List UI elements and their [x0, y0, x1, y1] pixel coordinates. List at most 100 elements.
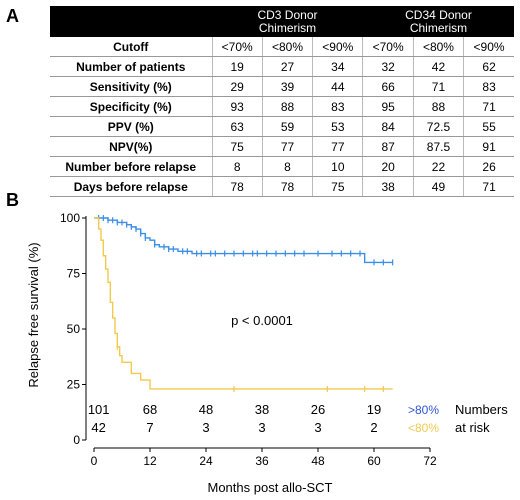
risk-count: 42 — [91, 420, 105, 435]
table-cell: 71 — [463, 176, 514, 197]
table-cell: 62 — [463, 56, 514, 77]
table-cell: 44 — [312, 76, 364, 97]
table-row: PPV (%) 63 59 53 84 72.5 55 — [50, 116, 514, 137]
table-cell: 77 — [262, 136, 314, 157]
table-cell: 8 — [262, 156, 314, 177]
group-header-cd3-line1: CD3 Donor — [257, 7, 318, 22]
chart-curves — [94, 215, 394, 392]
x-tick-label: 12 — [143, 454, 157, 468]
risk-count: 26 — [311, 402, 325, 417]
x-tick-label: 60 — [367, 454, 381, 468]
table-cell: 87 — [362, 136, 414, 157]
table-cell: 29 — [212, 76, 263, 97]
row-label: Specificity (%) — [50, 96, 213, 117]
table-cell: 78 — [212, 176, 263, 197]
group-header-cd34: CD34 Donor Chimerism — [362, 6, 514, 37]
risk-count: 38 — [255, 402, 269, 417]
table-row: Number of patients 19 27 34 32 42 62 — [50, 56, 514, 77]
table-cell: 71 — [463, 96, 514, 117]
table-cell: 87.5 — [413, 136, 465, 157]
risk-table: 101 68 48 38 26 19 >80% 42 7 3 3 3 2 <80% — [88, 402, 440, 435]
table-cell: 32 — [362, 56, 414, 77]
group-header-cd34-line2: Chimerism — [409, 20, 468, 35]
x-tick-label: 72 — [423, 454, 437, 468]
risk-count: 3 — [314, 420, 321, 435]
table-header-row: CD3 Donor Chimerism CD34 Donor Chimerism — [50, 6, 514, 37]
table-cell: 78 — [262, 176, 314, 197]
risk-title-line1: Numbers — [455, 402, 508, 417]
x-tick-label: 36 — [255, 454, 269, 468]
table-row: Number before relapse 8 8 10 20 22 26 — [50, 156, 514, 177]
x-tick-label: 48 — [311, 454, 325, 468]
table-cell: 27 — [262, 56, 314, 77]
table-cell: 88 — [262, 96, 314, 117]
table-cell: 77 — [312, 136, 364, 157]
row-label: Number before relapse — [50, 156, 213, 177]
table-cell: 22 — [413, 156, 465, 177]
table-cell: 38 — [362, 176, 414, 197]
group-header-cd3: CD3 Donor Chimerism — [212, 6, 363, 37]
risk-count: 68 — [143, 402, 157, 417]
table-cell: 19 — [212, 56, 263, 77]
table-cell: <80% — [413, 37, 465, 57]
row-label: NPV(%) — [50, 136, 213, 157]
x-tick-label: 24 — [199, 454, 213, 468]
table-row: Cutoff <70% <80% <90% <70% <80% <90% — [50, 37, 514, 57]
table-cell: <90% — [312, 37, 364, 57]
table-cell: 72.5 — [413, 116, 465, 137]
table-cell: 26 — [463, 156, 514, 177]
row-label: Sensitivity (%) — [50, 76, 213, 97]
table-cell: 42 — [413, 56, 465, 77]
group-header-cd3-line2: Chimerism — [258, 20, 317, 35]
table-cell: 34 — [312, 56, 364, 77]
table-cell: 84 — [362, 116, 414, 137]
row-label: PPV (%) — [50, 116, 213, 137]
table-cell: 55 — [463, 116, 514, 137]
table-cell: 95 — [362, 96, 414, 117]
x-tick-label: 0 — [91, 454, 98, 468]
table-cell: 75 — [312, 176, 364, 197]
table-row: Sensitivity (%) 29 39 44 66 71 83 — [50, 76, 514, 97]
table-cell: 75 — [212, 136, 263, 157]
table-row: Specificity (%) 93 88 83 95 88 71 — [50, 96, 514, 117]
table-cell: 10 — [312, 156, 364, 177]
table-row: Days before relapse 78 78 75 38 49 71 — [50, 176, 514, 197]
table-cell: 91 — [463, 136, 514, 157]
table-cell: 71 — [413, 76, 465, 97]
table-cell: 66 — [362, 76, 414, 97]
table-cell: 63 — [212, 116, 263, 137]
risk-count: 3 — [202, 420, 209, 435]
y-tick-label: 100 — [60, 211, 80, 225]
risk-count: 48 — [199, 402, 213, 417]
risk-count: 3 — [258, 420, 265, 435]
table-cell: 83 — [463, 76, 514, 97]
table-row: NPV(%) 75 77 77 87 87.5 91 — [50, 136, 514, 157]
y-tick-label: 0 — [73, 433, 80, 447]
y-tick-label: 50 — [67, 322, 81, 336]
table-cell: <90% — [463, 37, 514, 57]
table-cell: 49 — [413, 176, 465, 197]
diagnostic-table: CD3 Donor Chimerism CD34 Donor Chimerism… — [50, 6, 514, 197]
table-cell: <80% — [262, 37, 314, 57]
table-cell: 93 — [212, 96, 263, 117]
p-value-annotation: p < 0.0001 — [231, 313, 293, 328]
risk-count: 7 — [146, 420, 153, 435]
y-axis-label: Relapse free survival (%) — [26, 242, 41, 387]
group-header-cd34-line1: CD34 Donor — [405, 7, 472, 22]
risk-count: 101 — [88, 402, 110, 417]
y-tick-label: 25 — [67, 378, 81, 392]
panel-a-label: A — [6, 6, 19, 26]
panel-b-label: B — [6, 190, 19, 210]
risk-group-label: >80% — [408, 403, 439, 417]
row-label: Number of patients — [50, 56, 213, 77]
table-header-blank — [50, 6, 212, 37]
curve-low-chimerism — [94, 217, 393, 390]
table-cell: 20 — [362, 156, 414, 177]
table-cell: 59 — [262, 116, 314, 137]
risk-title-line2: at risk — [455, 420, 490, 435]
table-cell: 53 — [312, 116, 364, 137]
row-label: Cutoff — [50, 37, 213, 57]
risk-group-label: <80% — [408, 421, 439, 435]
